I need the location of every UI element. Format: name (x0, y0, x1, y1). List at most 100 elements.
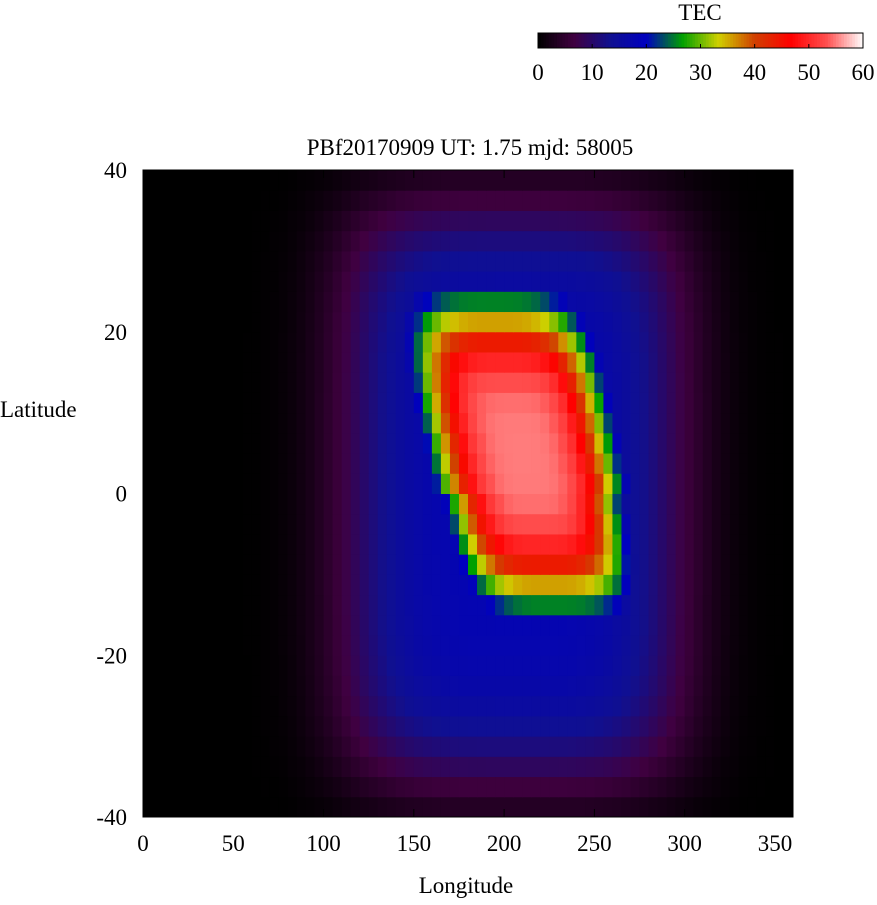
heatmap-cell (314, 190, 325, 211)
heatmap-cell (413, 331, 424, 353)
colorbar-cell (835, 33, 840, 48)
heatmap-cell (413, 533, 424, 555)
heatmap-cell (431, 250, 442, 272)
heatmap-cell (458, 614, 469, 636)
heatmap-cell (224, 776, 234, 798)
heatmap-cell (558, 453, 568, 474)
heatmap-cell (341, 493, 352, 515)
heatmap-cell (477, 351, 487, 373)
heatmap-cell (540, 493, 550, 515)
heatmap-cell (585, 432, 595, 454)
heatmap-cell (774, 351, 785, 373)
heatmap-cell (368, 412, 379, 434)
heatmap-cell (720, 513, 731, 535)
colorbar-cell (584, 33, 588, 48)
heatmap-cell (747, 291, 758, 313)
heatmap-cell (486, 271, 496, 292)
heatmap-cell (720, 554, 731, 575)
heatmap-cell (260, 170, 270, 191)
heatmap-cell (594, 230, 604, 252)
heatmap-cell (161, 533, 171, 555)
heatmap-cell (431, 675, 442, 697)
heatmap-cell (251, 432, 261, 454)
heatmap-cell (486, 655, 496, 676)
colorbar-label: TEC (678, 0, 721, 25)
heatmap-cell (197, 250, 207, 272)
heatmap-cell (603, 230, 613, 252)
heatmap-cell (522, 635, 532, 656)
heatmap-cell (477, 372, 487, 393)
heatmap-cell (774, 230, 785, 252)
heatmap-cell (287, 372, 297, 393)
heatmap-cell (720, 675, 731, 697)
heatmap-cell (359, 311, 370, 333)
heatmap-cell (368, 250, 379, 272)
heatmap-cell (215, 614, 225, 636)
heatmap-cell (161, 574, 171, 596)
heatmap-cell (242, 250, 252, 272)
heatmap-cell (693, 635, 704, 656)
heatmap-cell (341, 331, 352, 353)
heatmap-cell (621, 291, 631, 313)
heatmap-cell (729, 776, 740, 798)
heatmap-cell (738, 533, 749, 555)
heatmap-cell (278, 594, 288, 616)
heatmap-cell (350, 635, 361, 656)
colorbar-cell (714, 33, 718, 48)
heatmap-cell (531, 776, 541, 798)
heatmap-cell (468, 736, 478, 757)
heatmap-cell (188, 533, 198, 555)
heatmap-cell (477, 776, 487, 798)
heatmap-cell (233, 432, 243, 454)
heatmap-cell (729, 250, 740, 272)
heatmap-cell (576, 493, 586, 515)
heatmap-cell (386, 776, 397, 798)
heatmap-cell (657, 311, 668, 333)
heatmap-cell (621, 372, 631, 393)
heatmap-cell (197, 331, 207, 353)
heatmap-cell (738, 453, 749, 474)
heatmap-cell (242, 574, 252, 596)
heatmap-cell (702, 210, 713, 232)
heatmap-cell (612, 635, 622, 656)
heatmap-cell (269, 170, 279, 191)
heatmap-cell (188, 574, 198, 596)
heatmap-cell (567, 311, 577, 333)
heatmap-cell (756, 655, 767, 676)
heatmap-cell (431, 796, 442, 818)
heatmap-cell (756, 190, 767, 211)
heatmap-cell (783, 554, 794, 575)
heatmap-cell (413, 796, 424, 818)
heatmap-cell (449, 230, 460, 252)
heatmap-cell (341, 372, 352, 393)
heatmap-cell (305, 614, 316, 636)
heatmap-cell (260, 291, 270, 313)
heatmap-cell (693, 230, 704, 252)
colorbar-cell (743, 33, 748, 48)
heatmap-cell (152, 796, 162, 818)
heatmap-cell (603, 574, 613, 596)
heatmap-cell (720, 796, 731, 818)
heatmap-cell (756, 210, 767, 232)
heatmap-cell (558, 594, 568, 616)
heatmap-cell (350, 513, 361, 535)
heatmap-cell (179, 796, 189, 818)
heatmap-cell (729, 210, 740, 232)
heatmap-cell (170, 554, 180, 575)
heatmap-cell (468, 271, 478, 292)
heatmap-cell (161, 190, 171, 211)
heatmap-cell (458, 473, 469, 494)
heatmap-cell (386, 675, 397, 697)
heatmap-cell (468, 351, 478, 373)
heatmap-cell (242, 554, 252, 575)
heatmap-cell (747, 796, 758, 818)
heatmap-cell (341, 432, 352, 454)
heatmap-cell (585, 614, 595, 636)
heatmap-cell (440, 776, 451, 798)
heatmap-cell (323, 412, 334, 434)
heatmap-cell (143, 655, 153, 676)
heatmap-cell (477, 412, 487, 434)
heatmap-cell (693, 736, 704, 757)
heatmap-cell (269, 271, 279, 292)
heatmap-cell (738, 736, 749, 757)
